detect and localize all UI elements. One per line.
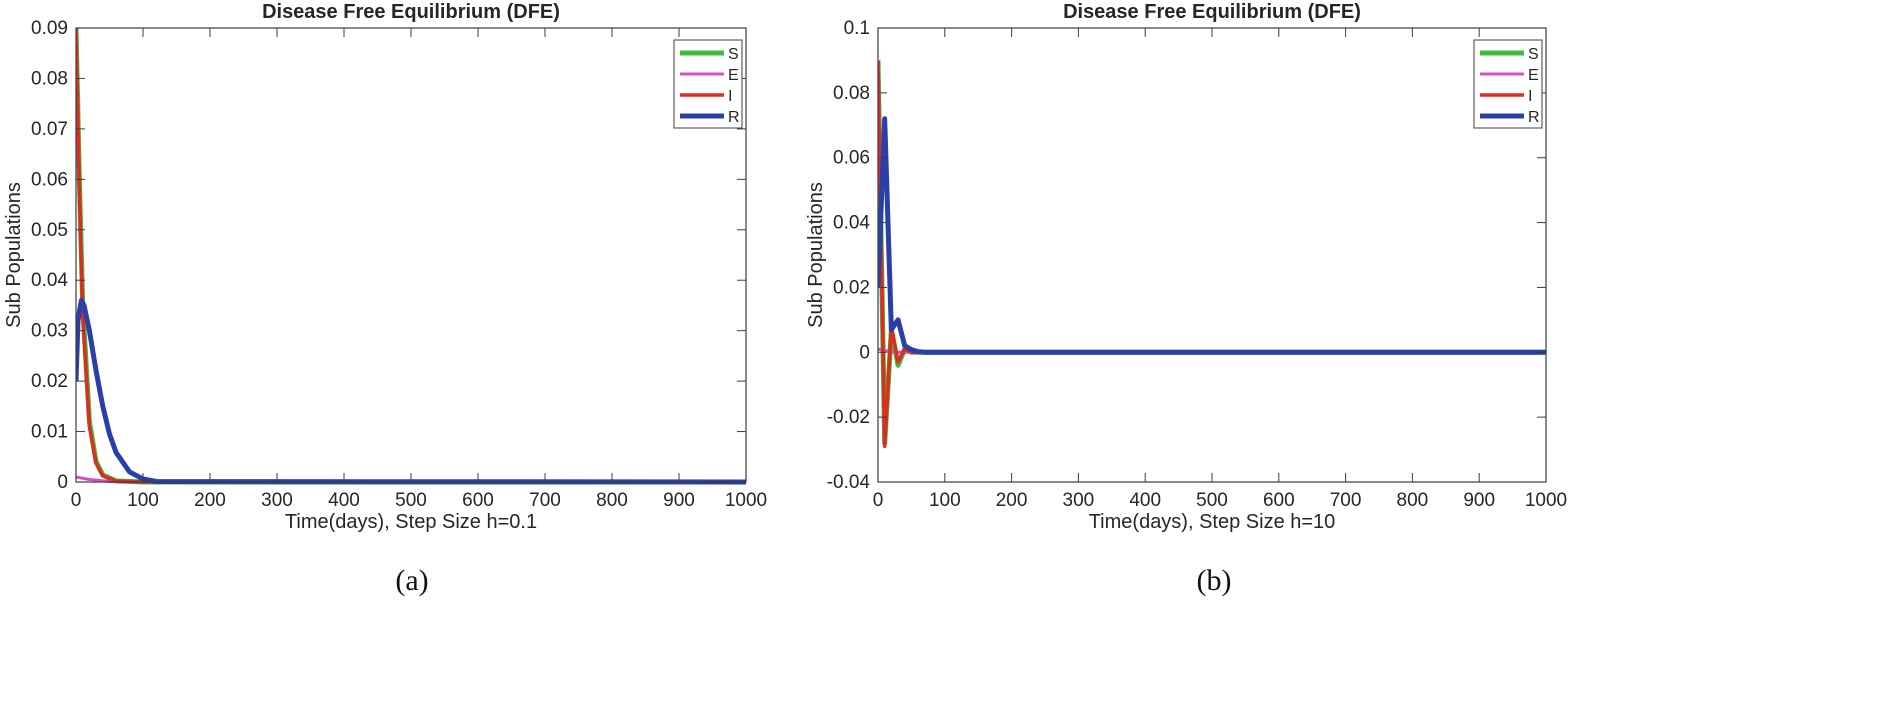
legend-label-e: E — [1528, 67, 1539, 84]
x-tick-label: 900 — [1463, 490, 1495, 511]
legend-label-e: E — [728, 67, 739, 84]
y-tick-label: 0.1 — [844, 18, 870, 39]
x-tick-label: 800 — [1397, 490, 1429, 511]
x-tick-label: 300 — [1063, 490, 1095, 511]
y-tick-label: 0 — [57, 472, 68, 493]
x-tick-label: 500 — [1196, 490, 1228, 511]
y-tick-label: 0.08 — [31, 68, 68, 89]
chart-title: Disease Free Equilibrium (DFE) — [262, 1, 560, 23]
series-line-r — [878, 116, 1546, 355]
x-tick-label: 400 — [1129, 490, 1161, 511]
y-tick-label: 0.04 — [833, 213, 870, 234]
x-axis-label: Time(days), Step Size h=0.1 — [285, 511, 537, 533]
x-tick-label: 600 — [462, 490, 494, 511]
x-tick-label: 0 — [873, 490, 884, 511]
y-tick-label: 0.04 — [31, 270, 68, 291]
x-tick-label: 1000 — [725, 490, 767, 511]
x-tick-label: 100 — [127, 490, 159, 511]
x-tick-label: 400 — [328, 490, 360, 511]
legend-label-i: I — [1528, 88, 1532, 105]
x-tick-label: 1000 — [1525, 490, 1567, 511]
chart-panel-b: 0 100 200 300 400 500 600 700 800 900 1000 -0.04 -0.… — [805, 1, 1567, 597]
y-tick-label: 0.09 — [31, 18, 68, 39]
legend-label-r: R — [728, 109, 740, 126]
legend-label-r: R — [1528, 109, 1540, 126]
y-axis-label: Sub Populations — [805, 182, 827, 328]
chart-title: Disease Free Equilibrium (DFE) — [1063, 1, 1361, 23]
y-tick-label: 0.06 — [833, 148, 870, 169]
y-tick-label: 0.08 — [833, 83, 870, 104]
x-axis-label: Time(days), Step Size h=10 — [1089, 511, 1336, 533]
x-tick-label: 800 — [596, 490, 628, 511]
y-tick-label: 0.03 — [31, 321, 68, 342]
x-tick-label: 500 — [395, 490, 427, 511]
y-tick-label: 0.06 — [31, 169, 68, 190]
x-tick-label: 700 — [1330, 490, 1362, 511]
y-tick-label: 0.02 — [31, 371, 68, 392]
plot-area — [878, 28, 1546, 482]
y-tick-label: 0.02 — [833, 277, 870, 298]
x-tick-label: 300 — [261, 490, 293, 511]
x-tick-label: 200 — [194, 490, 226, 511]
plot-area — [76, 28, 746, 482]
x-tick-label: 700 — [529, 490, 561, 511]
y-tick-label: 0.01 — [31, 422, 68, 443]
y-tick-label: 0.07 — [31, 119, 68, 140]
figure-caption: (a) — [395, 564, 428, 597]
y-tick-label: -0.04 — [827, 472, 871, 493]
y-axis-label: Sub Populations — [3, 182, 25, 328]
legend-label-s: S — [728, 46, 739, 63]
x-tick-label: 900 — [663, 490, 695, 511]
chart-panel-a: 0 100 200 300 400 500 600 700 800 900 1000 0 0.01 0.0… — [3, 1, 767, 597]
legend-label-s: S — [1528, 46, 1539, 63]
x-tick-label: 100 — [929, 490, 961, 511]
figure-caption: (b) — [1197, 564, 1232, 597]
legend-label-i: I — [728, 88, 732, 105]
y-tick-label: 0 — [859, 342, 870, 363]
x-tick-label: 0 — [71, 490, 82, 511]
x-tick-label: 600 — [1263, 490, 1295, 511]
y-tick-label: 0.05 — [31, 220, 68, 241]
x-tick-label: 200 — [996, 490, 1028, 511]
y-tick-label: -0.02 — [827, 407, 870, 428]
